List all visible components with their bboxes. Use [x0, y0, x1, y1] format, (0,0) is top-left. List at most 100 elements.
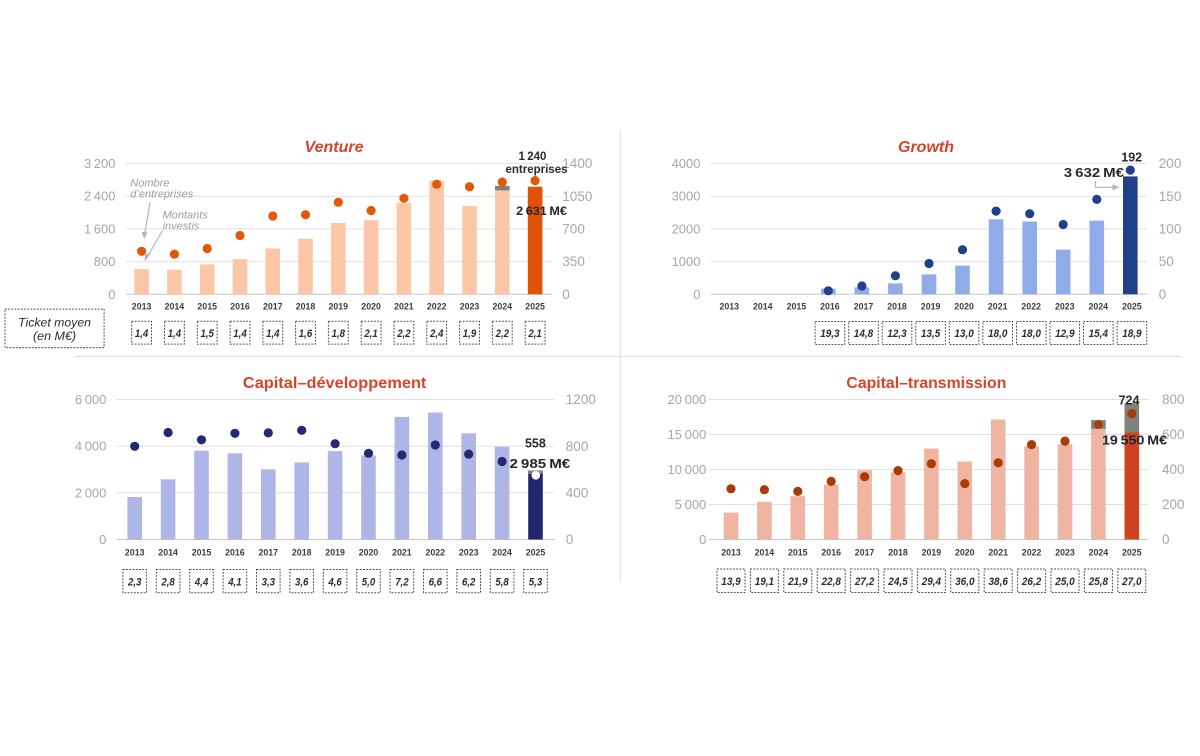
svg-text:2,2: 2,2	[495, 328, 509, 340]
svg-text:2022: 2022	[1021, 302, 1041, 312]
svg-text:2 631 M€: 2 631 M€	[516, 204, 567, 218]
svg-text:3 632 M€: 3 632 M€	[1064, 165, 1124, 180]
svg-text:2023: 2023	[1055, 302, 1075, 312]
svg-text:2022: 2022	[1022, 547, 1042, 557]
svg-text:350: 350	[562, 254, 585, 269]
svg-text:4,1: 4,1	[227, 576, 241, 588]
svg-text:20 000: 20 000	[668, 392, 707, 407]
svg-text:2018: 2018	[292, 547, 312, 557]
svg-text:4000: 4000	[672, 156, 701, 171]
svg-text:2016: 2016	[821, 547, 841, 557]
svg-text:1,4: 1,4	[266, 328, 279, 340]
svg-text:1400: 1400	[562, 156, 592, 171]
svg-text:entreprises: entreprises	[505, 164, 567, 176]
svg-text:15,4: 15,4	[1089, 328, 1108, 340]
svg-text:2,3: 2,3	[127, 576, 141, 588]
svg-text:2018: 2018	[296, 302, 316, 312]
svg-text:5,0: 5,0	[362, 576, 376, 588]
svg-text:3 200: 3 200	[84, 156, 116, 171]
svg-text:29,4: 29,4	[921, 576, 941, 588]
svg-text:2024: 2024	[1089, 547, 1109, 557]
svg-text:6,6: 6,6	[429, 576, 443, 588]
svg-text:21,9: 21,9	[787, 576, 808, 588]
svg-text:400: 400	[1162, 462, 1185, 477]
svg-text:27,2: 27,2	[854, 576, 874, 588]
svg-text:2013: 2013	[132, 302, 152, 312]
svg-text:2021: 2021	[392, 547, 412, 557]
svg-text:1,4: 1,4	[233, 328, 246, 340]
svg-text:13,5: 13,5	[921, 328, 941, 340]
svg-text:800: 800	[94, 254, 116, 269]
svg-text:0: 0	[566, 532, 574, 547]
svg-text:2025: 2025	[526, 547, 546, 557]
svg-text:3,6: 3,6	[295, 576, 309, 588]
svg-text:2013: 2013	[721, 547, 741, 557]
svg-text:2,1: 2,1	[364, 328, 378, 340]
svg-text:13,0: 13,0	[954, 328, 974, 340]
svg-text:200: 200	[1162, 497, 1185, 512]
svg-text:2000: 2000	[672, 221, 701, 236]
svg-text:investis: investis	[163, 221, 200, 233]
svg-text:Capital–transmission: Capital–transmission	[846, 375, 1006, 392]
svg-text:200: 200	[1159, 156, 1182, 171]
svg-text:Nombre: Nombre	[130, 177, 169, 189]
svg-text:700: 700	[562, 222, 585, 237]
svg-text:0: 0	[693, 287, 700, 302]
svg-text:2,1: 2,1	[528, 328, 542, 340]
svg-text:1200: 1200	[566, 392, 596, 407]
svg-text:2025: 2025	[1122, 302, 1142, 312]
svg-text:2019: 2019	[325, 547, 345, 557]
svg-text:2020: 2020	[361, 302, 381, 312]
svg-text:2020: 2020	[359, 547, 379, 557]
svg-text:1,8: 1,8	[332, 328, 346, 340]
svg-text:2019: 2019	[329, 302, 349, 312]
svg-text:600: 600	[1162, 427, 1185, 442]
svg-text:2,4: 2,4	[429, 328, 443, 340]
svg-text:2014: 2014	[165, 302, 185, 312]
svg-text:2017: 2017	[263, 302, 283, 312]
svg-text:1,5: 1,5	[201, 328, 215, 340]
svg-text:2025: 2025	[1122, 547, 1142, 557]
svg-text:2021: 2021	[394, 302, 414, 312]
svg-text:800: 800	[566, 439, 589, 454]
svg-text:15 000: 15 000	[668, 427, 707, 442]
svg-text:0: 0	[99, 532, 106, 547]
svg-text:25,0: 25,0	[1054, 576, 1075, 588]
svg-text:2017: 2017	[854, 302, 874, 312]
svg-text:100: 100	[1159, 222, 1182, 237]
svg-text:19,1: 19,1	[755, 576, 774, 588]
svg-text:7,2: 7,2	[395, 576, 408, 588]
svg-text:1050: 1050	[562, 189, 592, 204]
svg-text:2023: 2023	[1055, 547, 1075, 557]
svg-text:3000: 3000	[672, 189, 701, 204]
svg-text:36,0: 36,0	[955, 576, 975, 588]
svg-text:1 240: 1 240	[519, 151, 547, 163]
svg-text:2021: 2021	[988, 547, 1008, 557]
svg-text:50: 50	[1159, 254, 1174, 269]
svg-text:1,6: 1,6	[299, 328, 313, 340]
svg-text:38,6: 38,6	[989, 576, 1009, 588]
svg-text:2024: 2024	[1089, 302, 1109, 312]
svg-text:724: 724	[1119, 394, 1140, 408]
svg-text:1 600: 1 600	[84, 221, 116, 236]
svg-text:13,9: 13,9	[721, 576, 741, 588]
svg-text:0: 0	[108, 287, 115, 302]
svg-text:2019: 2019	[922, 547, 942, 557]
svg-text:Growth: Growth	[898, 139, 954, 156]
svg-text:Capital–développement: Capital–développement	[243, 375, 427, 392]
svg-text:0: 0	[1162, 532, 1170, 547]
svg-text:1,4: 1,4	[168, 328, 181, 340]
svg-text:22,8: 22,8	[821, 576, 842, 588]
svg-text:2024: 2024	[493, 302, 513, 312]
svg-text:2022: 2022	[426, 547, 446, 557]
svg-text:400: 400	[566, 485, 589, 500]
svg-text:1000: 1000	[672, 254, 701, 269]
svg-text:4 000: 4 000	[75, 439, 107, 454]
svg-text:2022: 2022	[427, 302, 447, 312]
svg-text:2,8: 2,8	[161, 576, 176, 588]
svg-text:0: 0	[562, 287, 570, 302]
svg-text:4,6: 4,6	[328, 576, 343, 588]
svg-text:150: 150	[1159, 189, 1182, 204]
svg-text:(en M€): (en M€)	[33, 329, 76, 343]
svg-text:800: 800	[1162, 392, 1185, 407]
